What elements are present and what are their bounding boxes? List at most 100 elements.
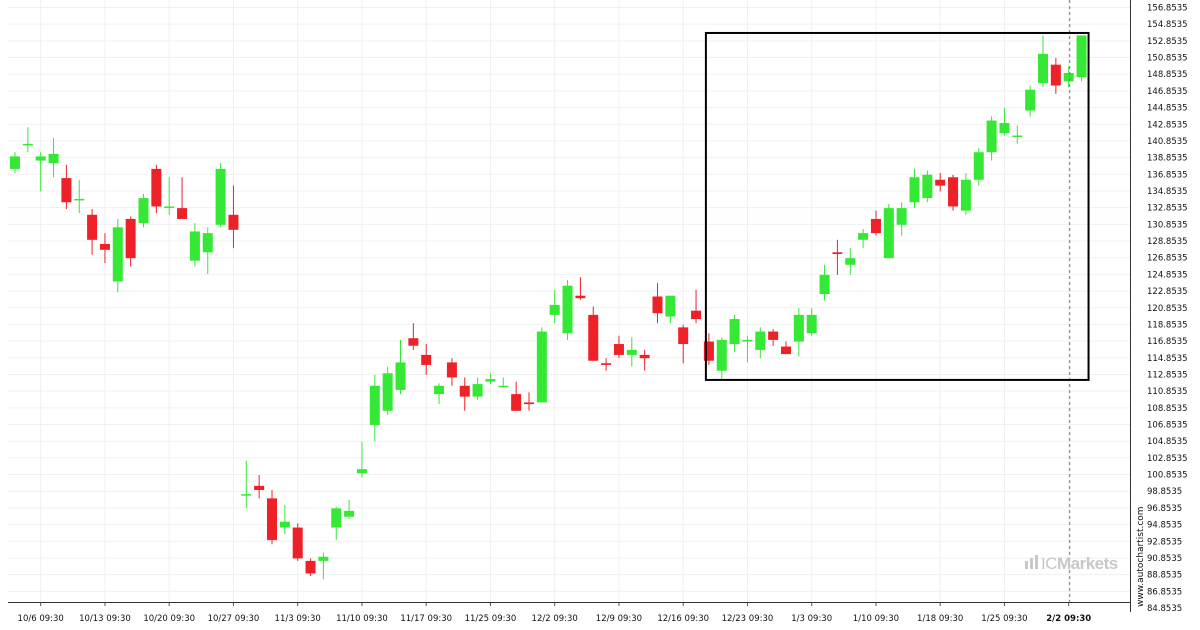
x-tick-label: 11/17 09:30	[400, 614, 452, 624]
y-tick-label: 118.8535	[1147, 320, 1188, 330]
candle-body-down	[935, 179, 946, 186]
candle-body-down	[151, 168, 162, 207]
candle-body-down	[870, 218, 881, 234]
candle-body-up	[215, 168, 226, 225]
y-tick-label: 144.8535	[1147, 104, 1188, 114]
x-tick-label: 12/2 09:30	[532, 614, 578, 624]
candle-body-down	[948, 177, 959, 207]
candle-body-up	[549, 304, 560, 315]
y-tick-label: 140.8535	[1147, 137, 1188, 147]
candle-body-up	[896, 208, 907, 225]
candle-body-down	[691, 310, 702, 320]
candle-body-down	[177, 208, 188, 219]
candle-body-down	[421, 354, 432, 365]
candle-body-up	[729, 319, 740, 345]
y-tick-label: 94.8535	[1147, 521, 1182, 531]
candle-body-up	[279, 521, 290, 528]
candle-body-up	[716, 339, 727, 371]
candle-body-up	[138, 198, 149, 224]
candle-body-up	[806, 314, 817, 334]
candle-body-up	[369, 385, 380, 425]
candle-body-up	[986, 120, 997, 153]
y-tick-label: 122.8535	[1147, 287, 1188, 297]
y-tick-label: 98.8535	[1147, 487, 1182, 497]
candle-body-up	[434, 385, 445, 395]
x-tick-label: 10/20 09:30	[143, 614, 195, 624]
x-tick-label: 10/27 09:30	[208, 614, 260, 624]
candle-body-up	[973, 152, 984, 180]
y-tick-label: 136.8535	[1147, 170, 1188, 180]
y-tick-label: 108.8535	[1147, 404, 1188, 414]
candle-body-down	[613, 344, 624, 355]
candle-body-down	[61, 178, 72, 203]
candle-body-up	[472, 384, 483, 397]
x-tick-label: 11/3 09:30	[275, 614, 321, 624]
candle-body-up	[1076, 35, 1087, 78]
candle-body-up	[883, 208, 894, 259]
candle-body-down	[588, 314, 599, 361]
candle-body-down	[292, 527, 303, 559]
brand-logo: ICMarkets	[1025, 554, 1118, 573]
y-tick-label: 112.8535	[1147, 370, 1188, 380]
candle-body-up	[331, 508, 342, 528]
candle-body-down	[768, 331, 779, 340]
x-tick-label: 10/13 09:30	[79, 614, 131, 624]
y-tick-label: 116.8535	[1147, 337, 1188, 347]
y-tick-label: 124.8535	[1147, 270, 1188, 280]
candle-body-down	[228, 214, 239, 230]
y-tick-label: 88.8535	[1147, 571, 1182, 581]
candle-body-down	[524, 402, 534, 405]
candle-body-up	[74, 198, 85, 201]
candle-body-up	[35, 156, 46, 161]
y-tick-label: 130.8535	[1147, 220, 1188, 230]
candle-body-up	[845, 258, 856, 265]
candle-body-up	[999, 123, 1010, 134]
candle-body-down	[678, 327, 689, 345]
candle-body-down	[1050, 64, 1061, 86]
overlays	[704, 0, 1090, 602]
candle-body-up	[665, 295, 676, 317]
candle-body-up	[395, 362, 406, 390]
candle-body-down	[446, 362, 457, 378]
y-tick-label: 132.8535	[1147, 204, 1188, 214]
y-tick-label: 142.8535	[1147, 120, 1188, 130]
x-tick-label: 11/25 09:30	[465, 614, 517, 624]
logo-brand-bold: Markets	[1057, 554, 1118, 573]
x-tick-label: 12/16 09:30	[657, 614, 709, 624]
watermark-text: www.autochartist.com	[1136, 506, 1146, 607]
candle-body-up	[382, 373, 393, 411]
candle-body-up	[742, 339, 753, 342]
candle-body-up	[22, 143, 33, 146]
y-tick-label: 100.8535	[1147, 471, 1188, 481]
candle-body-up	[536, 331, 547, 403]
candle-body-down	[254, 485, 265, 491]
candle-body-up	[909, 177, 920, 203]
candle-body-up	[626, 349, 637, 355]
y-tick-label: 114.8535	[1147, 354, 1188, 364]
candle-body-up	[48, 153, 59, 164]
y-tick-label: 84.8535	[1147, 604, 1182, 614]
y-tick-label: 110.8535	[1147, 387, 1188, 397]
y-tick-label: 92.8535	[1147, 537, 1182, 547]
bars-icon	[1025, 555, 1038, 569]
y-axis: 156.8535 154.8535 152.8535 150.8535 148.8535…	[1130, 0, 1188, 614]
logo-brand-light: IC	[1041, 554, 1057, 573]
y-tick-label: 104.8535	[1147, 437, 1188, 447]
x-tick-label: 10/6 09:30	[18, 614, 64, 624]
candle-body-down	[99, 243, 110, 250]
candle-body-up	[241, 494, 252, 496]
y-tick-label: 146.8535	[1147, 87, 1188, 97]
candle-body-up	[960, 179, 971, 211]
candle-body-up	[189, 231, 200, 261]
candle-body-down	[408, 338, 419, 346]
candle-body-down	[781, 346, 791, 355]
x-tick-label: 1/3 09:30	[791, 614, 832, 624]
candle-body-up	[344, 510, 355, 517]
y-tick-label: 120.8535	[1147, 304, 1188, 314]
y-tick-label: 86.8535	[1147, 587, 1182, 597]
candle-body-down	[511, 394, 522, 411]
pattern-highlight-box	[704, 31, 1090, 381]
grid	[8, 0, 1130, 602]
candle-body-down	[575, 295, 586, 299]
candle-body-up	[858, 233, 869, 240]
